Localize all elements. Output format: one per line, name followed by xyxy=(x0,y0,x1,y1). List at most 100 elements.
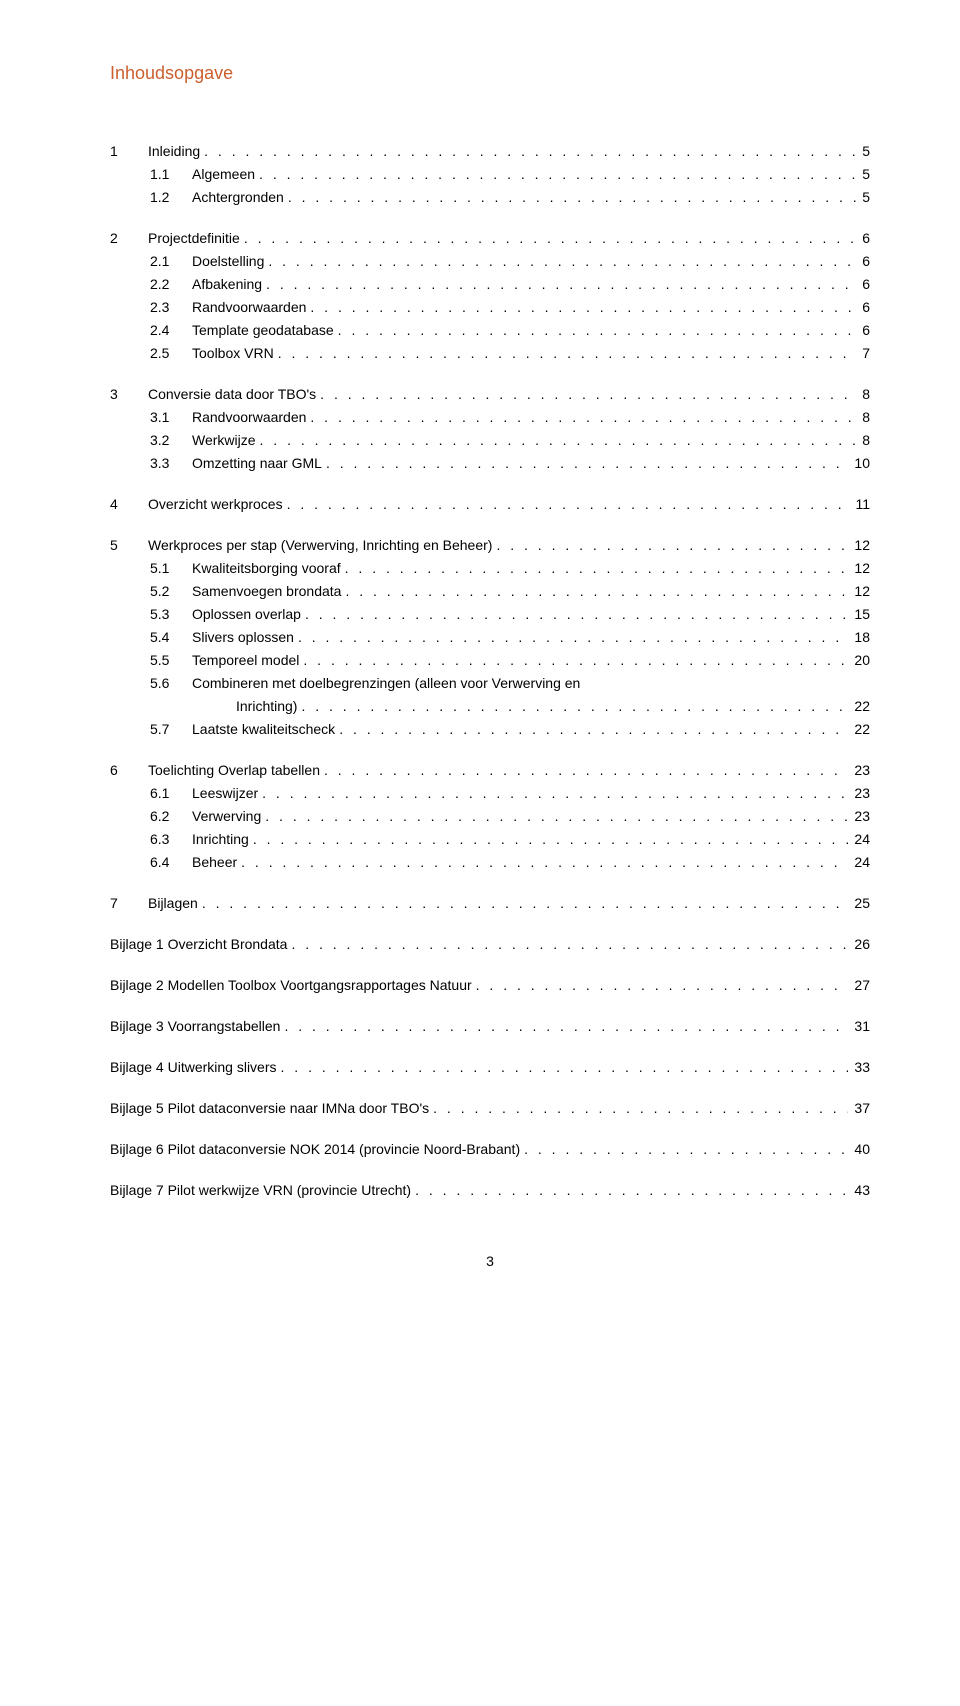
toc-entry: 2.2Afbakening. . . . . . . . . . . . . .… xyxy=(110,274,870,295)
toc-entry-number: 2.1 xyxy=(150,251,192,272)
toc-entry: 5.5Temporeel model. . . . . . . . . . . … xyxy=(110,650,870,671)
toc-entry-page: 6 xyxy=(856,274,870,295)
toc-entry-page: 15 xyxy=(848,604,870,625)
toc-entry-text: Samenvoegen brondata xyxy=(192,581,345,602)
toc-entry-page: 12 xyxy=(848,581,870,602)
toc-entry-text: Toolbox VRN xyxy=(192,343,278,364)
toc-entry: 5.7Laatste kwaliteitscheck. . . . . . . … xyxy=(110,719,870,740)
toc-entry-number: 5.5 xyxy=(150,650,192,671)
toc-entry-text: Bijlage 2 Modellen Toolbox Voortgangsrap… xyxy=(110,975,476,996)
toc-entry-page: 5 xyxy=(856,164,870,185)
toc-group-spacer xyxy=(110,742,870,758)
toc-entry-text: Oplossen overlap xyxy=(192,604,305,625)
toc-entry-page: 22 xyxy=(848,719,870,740)
toc-entry-page: 27 xyxy=(848,975,870,996)
toc-entry: 2.1Doelstelling. . . . . . . . . . . . .… xyxy=(110,251,870,272)
toc-entry-page: 43 xyxy=(848,1180,870,1201)
toc-entry-text: Bijlagen xyxy=(148,893,202,914)
toc-entry: 2.4Template geodatabase. . . . . . . . .… xyxy=(110,320,870,341)
toc-entry: Bijlage 4 Uitwerking slivers. . . . . . … xyxy=(110,1057,870,1078)
toc-entry: 2.5Toolbox VRN. . . . . . . . . . . . . … xyxy=(110,343,870,364)
toc-entry: 6.2Verwerving. . . . . . . . . . . . . .… xyxy=(110,806,870,827)
toc-entry: 4Overzicht werkproces. . . . . . . . . .… xyxy=(110,494,870,515)
toc-entry-number: 3.3 xyxy=(150,453,192,474)
toc-entry: 6.1Leeswijzer. . . . . . . . . . . . . .… xyxy=(110,783,870,804)
toc-leader-dots: . . . . . . . . . . . . . . . . . . . . … xyxy=(303,650,848,671)
toc-entry-text: Bijlage 3 Voorrangstabellen xyxy=(110,1016,284,1037)
toc-entry: 1.2Achtergronden. . . . . . . . . . . . … xyxy=(110,187,870,208)
toc-entry-page: 12 xyxy=(848,558,870,579)
toc-entry-number: 1.2 xyxy=(150,187,192,208)
toc-entry-page: 20 xyxy=(848,650,870,671)
toc-group-spacer xyxy=(110,123,870,139)
toc-entry-number: 7 xyxy=(110,893,148,914)
toc-leader-dots: . . . . . . . . . . . . . . . . . . . . … xyxy=(415,1180,848,1201)
toc-leader-dots: . . . . . . . . . . . . . . . . . . . . … xyxy=(241,852,848,873)
toc-entry-page: 25 xyxy=(848,893,870,914)
toc-entry-number: 2.5 xyxy=(150,343,192,364)
toc-entry-text: Slivers oplossen xyxy=(192,627,298,648)
toc-entry-text: Achtergronden xyxy=(192,187,288,208)
toc-entry-text: Toelichting Overlap tabellen xyxy=(148,760,324,781)
toc-leader-dots: . . . . . . . . . . . . . . . . . . . . … xyxy=(268,251,856,272)
toc-leader-dots: . . . . . . . . . . . . . . . . . . . . … xyxy=(320,384,856,405)
toc-entry-text: Beheer xyxy=(192,852,241,873)
toc-leader-dots: . . . . . . . . . . . . . . . . . . . . … xyxy=(339,719,848,740)
toc-entry-number: 6 xyxy=(110,760,148,781)
toc-entry: Bijlage 7 Pilot werkwijze VRN (provincie… xyxy=(110,1180,870,1201)
toc-leader-dots: . . . . . . . . . . . . . . . . . . . . … xyxy=(244,228,856,249)
toc-group-spacer xyxy=(110,875,870,891)
toc-leader-dots: . . . . . . . . . . . . . . . . . . . . … xyxy=(284,1016,848,1037)
toc-entry-page: 6 xyxy=(856,251,870,272)
toc-leader-dots: . . . . . . . . . . . . . . . . . . . . … xyxy=(281,1057,849,1078)
toc-entry: 3.2Werkwijze. . . . . . . . . . . . . . … xyxy=(110,430,870,451)
toc-leader-dots: . . . . . . . . . . . . . . . . . . . . … xyxy=(345,581,848,602)
toc-entry-number: 6.1 xyxy=(150,783,192,804)
toc-entry: 1Inleiding. . . . . . . . . . . . . . . … xyxy=(110,141,870,162)
toc-group-spacer xyxy=(110,957,870,973)
toc-entry-page: 6 xyxy=(856,320,870,341)
toc-entry-page: 5 xyxy=(856,141,870,162)
toc-leader-dots: . . . . . . . . . . . . . . . . . . . . … xyxy=(259,164,856,185)
toc-entry-text: Bijlage 6 Pilot dataconversie NOK 2014 (… xyxy=(110,1139,524,1160)
toc-entry-text: Inleiding xyxy=(148,141,204,162)
toc-entry-page: 23 xyxy=(848,806,870,827)
toc-entry: Bijlage 5 Pilot dataconversie naar IMNa … xyxy=(110,1098,870,1119)
toc-entry-number: 2.2 xyxy=(150,274,192,295)
page-number: 3 xyxy=(110,1251,870,1272)
toc-entry: 3Conversie data door TBO's. . . . . . . … xyxy=(110,384,870,405)
toc-entry: Inrichting). . . . . . . . . . . . . . .… xyxy=(110,696,870,717)
toc-leader-dots: . . . . . . . . . . . . . . . . . . . . … xyxy=(260,430,857,451)
toc-entry-number: 1.1 xyxy=(150,164,192,185)
toc-leader-dots: . . . . . . . . . . . . . . . . . . . . … xyxy=(278,343,857,364)
toc-group-spacer xyxy=(110,1162,870,1178)
toc-entry: 5Werkproces per stap (Verwerving, Inrich… xyxy=(110,535,870,556)
toc-entry: Bijlage 6 Pilot dataconversie NOK 2014 (… xyxy=(110,1139,870,1160)
toc-entry-page: 8 xyxy=(856,384,870,405)
toc-group-spacer xyxy=(110,1039,870,1055)
toc-entry-number: 5.4 xyxy=(150,627,192,648)
toc-entry-text: Afbakening xyxy=(192,274,266,295)
toc-leader-dots: . . . . . . . . . . . . . . . . . . . . … xyxy=(301,696,848,717)
toc-entry-number: 3.2 xyxy=(150,430,192,451)
toc-leader-dots: . . . . . . . . . . . . . . . . . . . . … xyxy=(262,783,848,804)
toc-leader-dots: . . . . . . . . . . . . . . . . . . . . … xyxy=(345,558,849,579)
toc-entry: 5.4Slivers oplossen. . . . . . . . . . .… xyxy=(110,627,870,648)
toc-entry-page: 23 xyxy=(848,760,870,781)
toc-entry-number: 1 xyxy=(110,141,148,162)
toc-group-spacer xyxy=(110,366,870,382)
toc-leader-dots: . . . . . . . . . . . . . . . . . . . . … xyxy=(298,627,848,648)
toc-leader-dots: . . . . . . . . . . . . . . . . . . . . … xyxy=(288,187,856,208)
toc-entry-text: Leeswijzer xyxy=(192,783,262,804)
toc-group-spacer xyxy=(110,1080,870,1096)
toc-entry: Bijlage 1 Overzicht Brondata. . . . . . … xyxy=(110,934,870,955)
toc-entry-page: 5 xyxy=(856,187,870,208)
toc-entry-page: 8 xyxy=(856,430,870,451)
toc-entry-number: 5.7 xyxy=(150,719,192,740)
toc-entry-number: 6.2 xyxy=(150,806,192,827)
toc-entry-text: Laatste kwaliteitscheck xyxy=(192,719,339,740)
toc-entry-number: 2.4 xyxy=(150,320,192,341)
toc-entry-number: 5.6 xyxy=(150,673,192,694)
toc-group-spacer xyxy=(110,210,870,226)
toc-entry-number: 4 xyxy=(110,494,148,515)
